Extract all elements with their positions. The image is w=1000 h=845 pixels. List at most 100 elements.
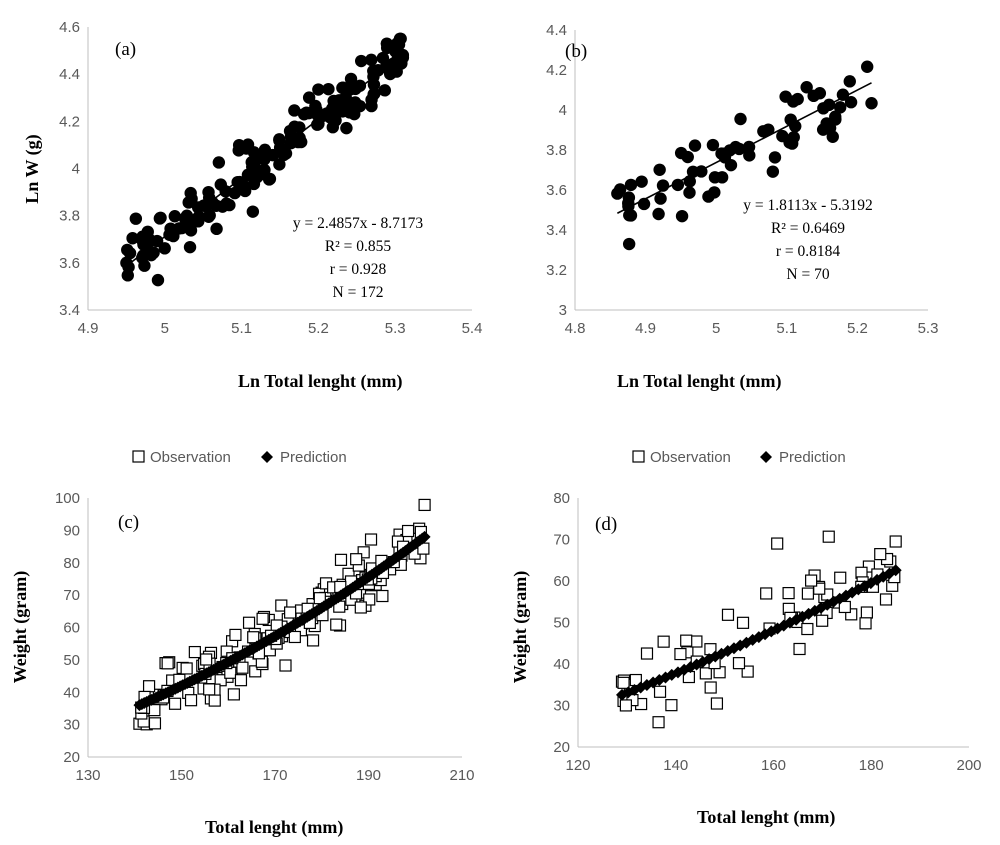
x-axis-title: Total lenght (mm) (697, 807, 835, 828)
data-point (376, 51, 390, 65)
data-point (743, 149, 756, 162)
legend-prediction-label: Prediction (280, 449, 347, 466)
equation-line: y = 1.8113x - 5.3192 (743, 197, 873, 214)
observation-point (376, 589, 389, 603)
data-point (151, 273, 165, 287)
y-tick-label: 4.4 (546, 22, 567, 39)
data-point (787, 95, 800, 108)
y-tick-label: 3 (559, 302, 567, 319)
observation-point (816, 614, 829, 627)
y-tick-label: 4.6 (59, 19, 80, 36)
y-tick-label: 70 (553, 532, 570, 549)
observation-point (862, 560, 876, 573)
data-point (724, 158, 738, 172)
data-point (734, 112, 747, 126)
x-tick-label: 5 (161, 320, 169, 337)
y-tick-label: 60 (63, 620, 80, 637)
data-point (390, 65, 403, 78)
data-point (212, 156, 226, 169)
observation-point (657, 635, 670, 648)
legend-prediction-label: Prediction (779, 449, 846, 466)
observation-point (180, 662, 193, 675)
x-tick-label: 5.3 (918, 320, 939, 337)
data-point (653, 163, 666, 176)
legend-observation-label: Observation (650, 449, 731, 466)
data-point (367, 64, 380, 78)
y-tick-label: 30 (553, 698, 570, 715)
x-tick-label: 5.2 (847, 320, 868, 337)
observation-point (690, 635, 703, 648)
data-point (671, 178, 685, 192)
y-tick-label: 20 (553, 739, 570, 756)
data-point (396, 51, 410, 64)
panel-label: (d) (595, 514, 617, 535)
equation-line: r = 0.928 (330, 261, 387, 278)
y-tick-label: 4.2 (59, 113, 80, 130)
data-point (203, 209, 216, 222)
data-point (210, 222, 223, 236)
data-point (126, 232, 139, 245)
observation-point (148, 717, 162, 730)
series-data (120, 32, 410, 287)
y-axis-title: Weight (gram) (510, 571, 531, 683)
data-point (300, 106, 313, 119)
y-tick-label: 30 (63, 717, 80, 734)
equation-line: R² = 0.855 (325, 238, 392, 255)
data-point (708, 171, 722, 184)
data-point (233, 175, 246, 189)
data-point (800, 81, 813, 94)
x-tick-label: 5.4 (462, 320, 483, 337)
data-point (348, 107, 361, 121)
y-tick-label: 3.6 (546, 182, 567, 199)
y-tick-label: 70 (63, 587, 80, 604)
observation-point (401, 524, 415, 538)
chart-d: 120 140 160 180 200 20 30 40 50 60 70 80 Total lengh… (510, 449, 982, 828)
y-tick-label: 20 (63, 749, 80, 766)
data-point (258, 143, 272, 157)
data-point (865, 97, 878, 110)
y-tick-label: 4.4 (59, 66, 80, 83)
y-tick-label: 4 (72, 161, 80, 178)
observation-point (741, 665, 754, 678)
data-point (708, 186, 721, 199)
x-tick-label: 4.8 (565, 320, 586, 337)
panel-label: (a) (115, 39, 136, 60)
observation-point (350, 553, 363, 566)
data-point (263, 172, 277, 186)
data-point (344, 72, 358, 86)
data-point (652, 207, 665, 221)
y-tick-label: 80 (63, 555, 80, 572)
observation-point (732, 657, 746, 670)
x-tick-label: 4.9 (635, 320, 656, 337)
x-tick-label: 5 (712, 320, 720, 337)
data-point (355, 54, 368, 68)
data-point (184, 224, 198, 237)
observation-point (363, 593, 376, 606)
series-data (611, 60, 878, 251)
x-tick-label: 170 (262, 767, 287, 784)
observation-point (188, 645, 201, 659)
y-tick-label: 3.6 (59, 255, 80, 272)
observation-point (242, 616, 256, 629)
x-tick-label: 5.2 (308, 320, 329, 337)
data-point (340, 121, 353, 135)
series-observation (133, 498, 431, 731)
data-point (807, 89, 820, 103)
data-point (326, 121, 339, 134)
observation-point (357, 546, 370, 559)
observation-point (229, 628, 242, 642)
data-point (238, 184, 252, 198)
observation-point (665, 699, 678, 712)
data-point (843, 75, 856, 88)
data-point (168, 210, 182, 223)
equation-box (278, 210, 438, 308)
data-point (183, 240, 197, 254)
observation-point (284, 606, 297, 619)
data-point (123, 246, 137, 260)
observation-point (801, 622, 814, 636)
data-point (228, 186, 241, 200)
data-point (288, 104, 301, 117)
data-point (312, 83, 325, 96)
legend: Observation Prediction (132, 449, 347, 466)
data-point (635, 175, 648, 188)
